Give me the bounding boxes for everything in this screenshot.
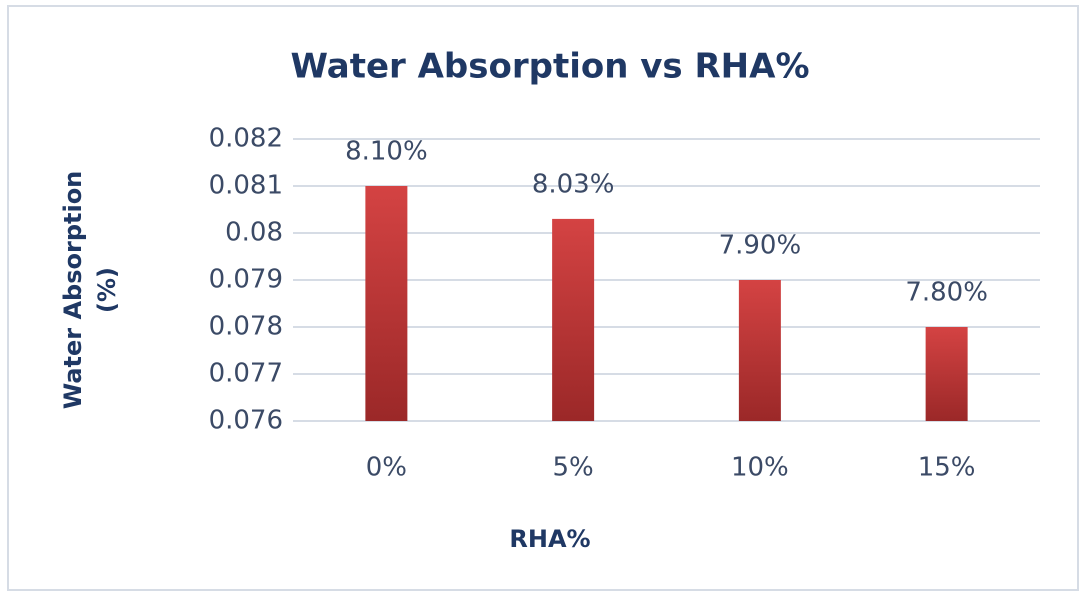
value-label: 8.03% xyxy=(532,169,615,199)
y-tick-label: 0.08 xyxy=(225,218,283,248)
value-label: 7.80% xyxy=(905,278,988,308)
y-tick-label: 0.082 xyxy=(209,124,283,154)
bar xyxy=(552,218,595,421)
x-axis-label: RHA% xyxy=(509,525,590,553)
x-tick-label: 15% xyxy=(918,453,976,483)
x-tick-label: 0% xyxy=(366,453,407,483)
bar xyxy=(925,327,968,421)
y-axis-label: Water Absorption (%) xyxy=(59,170,121,410)
y-tick-label: 0.078 xyxy=(209,312,283,342)
chart-title: Water Absorption vs RHA% xyxy=(290,47,809,87)
y-tick-label: 0.081 xyxy=(209,171,283,201)
y-tick-label: 0.076 xyxy=(209,406,283,436)
x-tick-label: 10% xyxy=(731,453,789,483)
y-tick-label: 0.079 xyxy=(209,265,283,295)
bar xyxy=(738,280,781,421)
bar xyxy=(365,186,408,421)
value-label: 7.90% xyxy=(719,231,802,261)
chart-frame xyxy=(7,5,1079,591)
y-tick-label: 0.077 xyxy=(209,359,283,389)
value-label: 8.10% xyxy=(345,137,428,167)
x-tick-label: 5% xyxy=(553,453,594,483)
